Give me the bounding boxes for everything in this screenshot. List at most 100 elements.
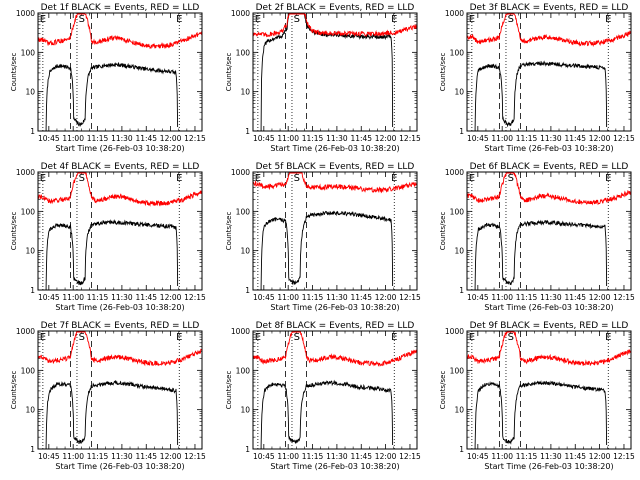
y-tick-label: 100 [236,366,251,375]
y-tick-label: 100 [21,366,36,375]
panel-title: Det 7f BLACK = Events, RED = LLD [41,321,200,331]
lld-series-line [253,331,417,367]
lld-series-line [467,13,631,47]
y-tick-label: 100 [21,48,36,57]
eclipse-start-marker: E [40,332,46,343]
eclipse-end-marker: E [605,173,611,184]
x-tick-label: 12:15 [184,293,206,302]
y-axis-label: Counts/sec [439,53,447,92]
y-axis-label: Counts/sec [225,212,233,251]
lld-series-line [38,13,202,50]
x-axis-label: Start Time (26-Feb-03 10:38:20) [55,144,184,153]
x-tick-label: 11:45 [350,452,372,461]
x-tick-label: 11:45 [564,293,586,302]
y-tick-label: 1000 [445,168,464,177]
detector-panel: Det 8f BLACK = Events, RED = LLD Counts/s… [225,321,421,471]
x-tick-label: 12:15 [399,293,421,302]
x-tick-label: 10:45 [467,134,489,143]
y-tick-label: 1 [245,127,250,136]
y-axis-label: Counts/sec [225,371,233,410]
y-tick-label: 1 [459,127,464,136]
eclipse-end-marker: E [605,332,611,343]
x-tick-label: 11:45 [564,452,586,461]
x-tick-label: 11:45 [135,134,157,143]
y-tick-label: 1 [245,445,250,454]
x-tick-label: 11:15 [302,134,324,143]
x-tick-label: 11:30 [111,134,133,143]
x-tick-label: 11:00 [491,134,513,143]
plot-frame [252,171,418,291]
x-axis-label: Start Time (26-Feb-03 10:38:20) [484,144,613,153]
x-tick-label: 11:30 [326,134,348,143]
y-axis-label: Counts/sec [225,53,233,92]
detector-panel: Det 9f BLACK = Events, RED = LLD Counts/s… [439,321,635,471]
x-tick-label: 11:45 [135,452,157,461]
x-tick-label: 10:45 [467,293,489,302]
eclipse-end-marker: E [176,332,182,343]
eclipse-start-marker: E [469,173,475,184]
x-tick-label: 12:15 [399,134,421,143]
y-tick-label: 1000 [16,327,35,336]
y-tick-label: 1000 [16,168,35,177]
y-axis-label: Counts/sec [439,371,447,410]
x-tick-label: 11:15 [302,293,324,302]
events-series-line [474,219,608,290]
lld-series-line [467,172,631,206]
y-tick-label: 10 [25,88,35,97]
x-tick-label: 11:00 [491,452,513,461]
saa-marker: S [508,173,514,184]
x-axis-label: Start Time (26-Feb-03 10:38:20) [484,462,613,471]
eclipse-start-marker: E [40,14,46,25]
y-tick-label: 1 [459,445,464,454]
x-axis-label: Start Time (26-Feb-03 10:38:20) [55,462,184,471]
y-tick-label: 10 [454,406,464,415]
events-series-line [260,379,394,449]
x-tick-label: 10:45 [253,134,275,143]
detector-panel: Det 6f BLACK = Events, RED = LLD Counts/s… [439,162,635,312]
events-series-line [45,379,179,449]
saa-marker: S [294,173,300,184]
eclipse-end-marker: E [176,14,182,25]
x-tick-label: 10:45 [38,293,60,302]
x-tick-label: 12:15 [184,134,206,143]
eclipse-end-marker: E [176,173,182,184]
y-tick-label: 1 [245,286,250,295]
saa-marker: S [294,14,300,25]
y-tick-label: 1000 [231,168,250,177]
x-tick-label: 11:00 [277,134,299,143]
x-tick-label: 11:15 [516,293,538,302]
series-group [467,172,631,290]
x-tick-label: 11:45 [564,134,586,143]
y-tick-label: 10 [454,88,464,97]
saa-marker: S [508,14,514,25]
x-tick-label: 10:45 [38,452,60,461]
y-tick-label: 10 [25,247,35,256]
lld-series-line [253,172,417,194]
y-tick-label: 1 [30,286,35,295]
y-tick-label: 1000 [16,9,35,18]
x-tick-label: 12:15 [184,452,206,461]
panel-title: Det 3f BLACK = Events, RED = LLD [470,3,629,13]
plot-frame [37,12,203,132]
events-series-line [474,380,608,449]
eclipse-start-marker: E [255,332,261,343]
x-tick-label: 11:45 [350,134,372,143]
x-tick-label: 12:00 [160,452,182,461]
x-tick-label: 12:00 [375,293,397,302]
x-tick-label: 11:15 [87,293,109,302]
plot-frame [466,330,632,450]
saa-marker: S [294,332,300,343]
plot-frame [252,12,418,132]
y-tick-label: 10 [240,406,250,415]
detector-panel: Det 3f BLACK = Events, RED = LLD Counts/s… [439,3,635,153]
x-tick-label: 11:15 [516,134,538,143]
x-tick-label: 11:00 [277,293,299,302]
saa-marker: S [79,332,85,343]
y-tick-label: 100 [450,366,465,375]
saa-marker: S [79,173,85,184]
x-tick-label: 11:30 [540,293,562,302]
x-tick-label: 11:45 [350,293,372,302]
series-group [253,331,417,449]
detector-panel: Det 1f BLACK = Events, RED = LLD Counts/s… [10,3,206,153]
